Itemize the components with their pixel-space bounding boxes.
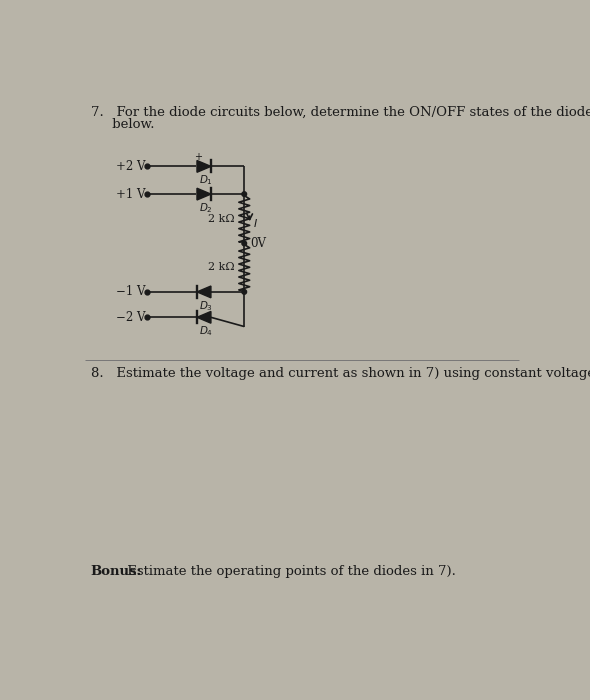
Text: below.: below. (91, 118, 155, 131)
Text: 0V: 0V (250, 237, 267, 250)
Circle shape (242, 290, 247, 294)
Text: $I$: $I$ (253, 216, 258, 229)
Circle shape (242, 241, 247, 246)
Circle shape (242, 192, 247, 197)
Text: $D_1$: $D_1$ (199, 174, 213, 187)
Text: +2 V: +2 V (116, 160, 146, 173)
Text: Estimate the operating points of the diodes in 7).: Estimate the operating points of the dio… (123, 566, 456, 578)
Polygon shape (197, 188, 211, 200)
Text: $D_3$: $D_3$ (199, 299, 214, 313)
Text: Bonus:: Bonus: (91, 566, 142, 578)
Polygon shape (197, 160, 211, 172)
Text: +: + (195, 152, 202, 162)
Text: −1 V: −1 V (116, 286, 146, 298)
Text: −2 V: −2 V (116, 311, 146, 324)
Text: 7.   For the diode circuits below, determine the ON/OFF states of the diodes in : 7. For the diode circuits below, determi… (91, 106, 590, 118)
Polygon shape (197, 312, 211, 323)
Text: $D_4$: $D_4$ (199, 324, 214, 338)
Polygon shape (197, 286, 211, 297)
Text: +1 V: +1 V (116, 188, 146, 201)
Text: 2 kΩ: 2 kΩ (208, 262, 235, 272)
Text: 8.   Estimate the voltage and current as shown in 7) using constant voltage drop: 8. Estimate the voltage and current as s… (91, 367, 590, 379)
Text: 2 kΩ: 2 kΩ (208, 214, 235, 224)
Text: $D_2$: $D_2$ (199, 201, 213, 215)
